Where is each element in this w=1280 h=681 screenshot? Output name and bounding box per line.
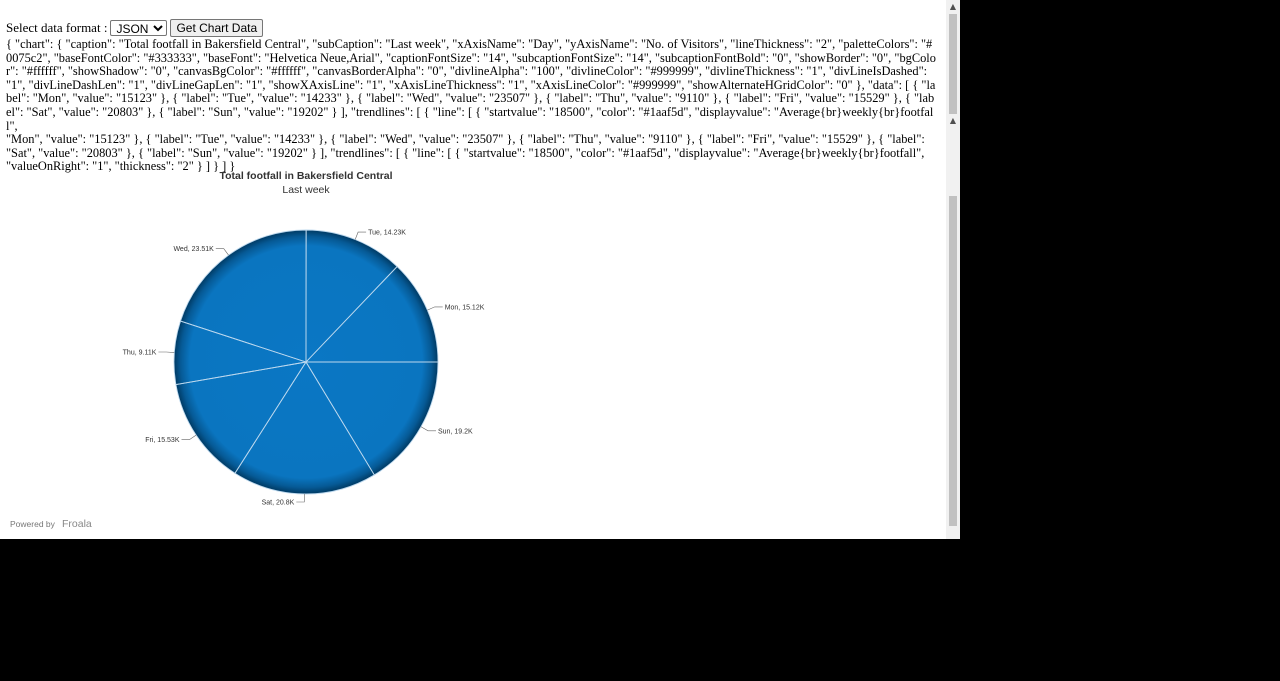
pie-label-sat: Sat, 20.8K [262,500,295,507]
get-chart-data-button[interactable]: Get Chart Data [170,19,264,37]
pie-chart-svg: Total footfall in Bakersfield Central La… [10,170,485,530]
credit-prefix: Powered by [10,519,56,529]
scrollbar-thumb-lower[interactable] [949,196,957,526]
pie-label-leader-wed [215,248,229,256]
pie-label-fri: Fri, 15.53K [145,437,180,444]
pie-slice-mon[interactable] [304,265,439,363]
pie-label-leader-fri [181,434,197,440]
svg-text:Froala: Froala [62,518,92,530]
scrollbar-thumb-upper[interactable] [949,14,957,114]
pie-label-thu: Thu, 9.11K [123,350,157,357]
froala-credit[interactable]: Powered by Froala [10,518,92,530]
page-content: Select data format : JSON Get Chart Data… [6,18,936,174]
pie-label-mon: Mon, 15.12K [445,304,485,311]
pie-label-leader-sun [420,426,436,432]
pie-label-sun: Sun, 19.2K [438,428,473,435]
page-viewport: Select data format : JSON Get Chart Data… [0,0,960,539]
pie-slice-wed[interactable] [179,229,307,363]
pie-label-leader-thu [158,351,175,353]
pie-slices [173,229,439,495]
pie-slice-sat[interactable] [234,361,375,495]
pie-slice-sun[interactable] [305,361,439,476]
svg-text:Powered by: Powered by [10,519,56,529]
pie-label-tue: Tue, 14.23K [368,230,406,237]
vertical-scrollbar[interactable]: ▲ ▲ [946,0,960,539]
scroll-up-arrow-icon-2[interactable]: ▲ [949,116,957,125]
json-output-line-2: "Mon", "value": "15123" }, { "label": "T… [6,132,928,174]
pie-label-wed: Wed, 23.51K [173,246,214,253]
credit-brand: Froala [62,518,92,530]
pie-label-leader-tue [354,231,367,240]
pie-slice-tue[interactable] [305,229,398,364]
json-output-line-1: { "chart": { "caption": "Total footfall … [6,37,936,133]
pie-labels: Mon, 15.12K Tue, 14.23K Wed, 23.51K Thu, 9.… [123,230,485,507]
format-controls: Select data format : JSON Get Chart Data [6,18,936,38]
format-select[interactable]: JSON [110,20,168,36]
json-output: { "chart": { "caption": "Total footfall … [6,37,936,174]
scroll-up-arrow-icon[interactable]: ▲ [949,2,957,11]
pie-chart: Total footfall in Bakersfield Central La… [0,166,612,536]
pie-label-leader-sat [296,493,305,503]
chart-subtitle: Last week [282,184,330,196]
pie-label-leader-mon [427,306,443,311]
chart-title: Total footfall in Bakersfield Central [219,170,392,182]
format-label: Select data format : [6,20,108,35]
